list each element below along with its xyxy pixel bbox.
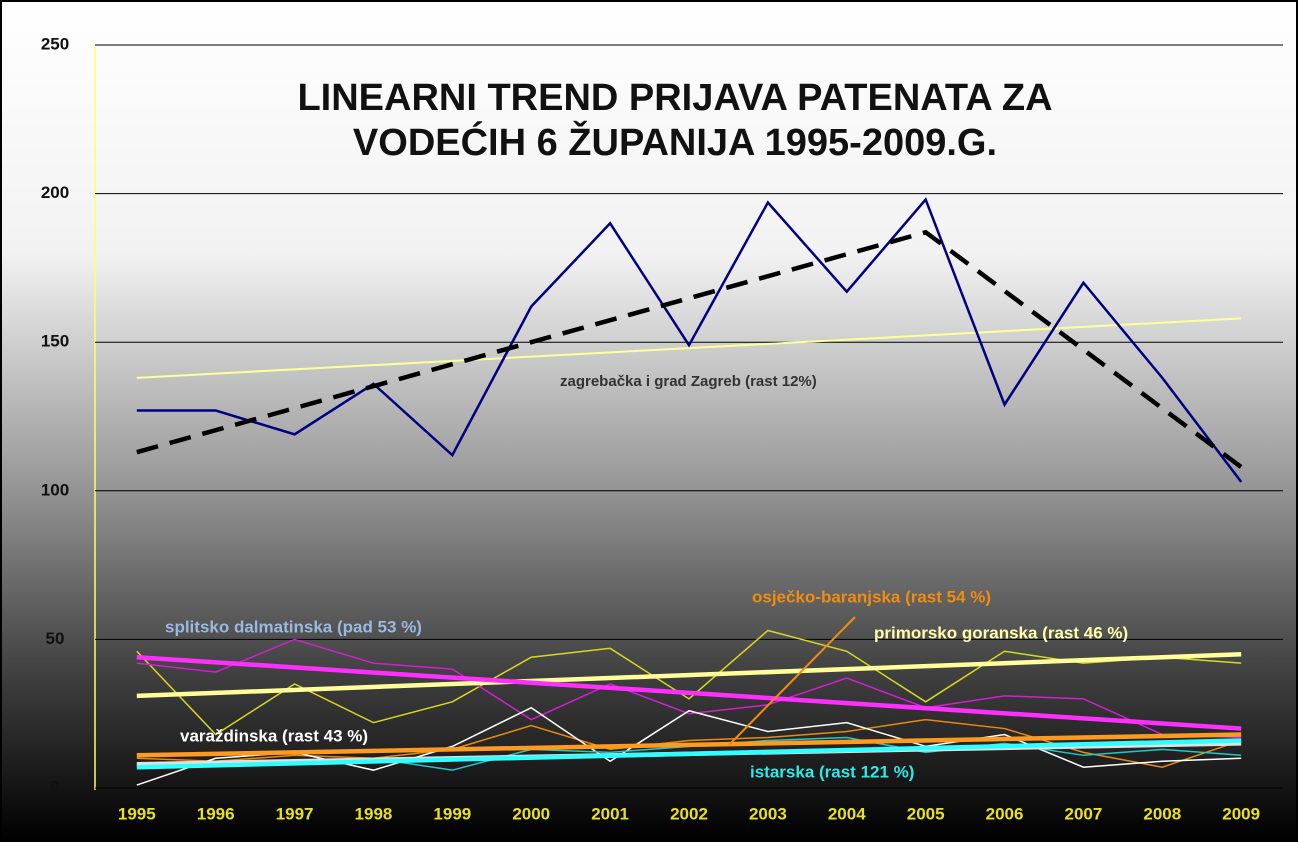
x-tick-label: 1996 [197,804,235,823]
series-line [136,738,1242,770]
x-tick-label: 1997 [276,804,314,823]
x-tick-label: 1995 [118,804,156,823]
annotation: istarska (rast 121 %) [750,762,914,781]
annotation: primorsko goranska (rast 46 %) [874,623,1128,642]
x-tick-label: 2008 [1143,804,1181,823]
leader-line [728,616,856,746]
annotation: splitsko dalmatinska (pad 53 %) [165,617,422,636]
y-tick-label: 250 [41,34,69,53]
series-line [136,654,1242,731]
x-tick-label: 2000 [512,804,550,823]
annotation: zagrebačka i grad Zagreb (rast 12%) [560,373,817,390]
series-line [136,732,1242,758]
y-tick-label: 150 [41,332,69,351]
grid: 0 50 100 150 200 250 1995 1996 1997 1998 1999 2000 2… [41,34,1283,823]
x-tick-label: 1998 [355,804,393,823]
y-tick-label: 200 [41,183,69,202]
x-tick-label: 2003 [749,804,787,823]
series-line [136,317,1242,379]
x-tick-label: 2002 [670,804,708,823]
x-tick-label: 2006 [986,804,1024,823]
y-tick-label: 0 [50,777,59,796]
chart-title: VODEĆIH 6 ŽUPANIJA 1995-2009.G. [353,120,997,164]
series-line [136,652,1242,699]
series-line [136,638,1242,739]
x-tick-label: 2005 [907,804,945,823]
y-tick-label: 100 [41,480,69,499]
x-tick-label: 2001 [591,804,629,823]
x-tick-label: 2009 [1222,804,1260,823]
series-line [136,197,1243,483]
x-tick-label: 2007 [1065,804,1103,823]
x-tick-label: 2004 [828,804,866,823]
x-tick-label: 1999 [433,804,471,823]
annotation: varaždinska (rast 43 %) [180,726,368,745]
annotation: osječko-baranjska (rast 54 %) [752,587,991,606]
chart-title: LINEARNI TREND PRIJAVA PATENATA ZA [297,77,1052,119]
labels: zagrebačka i grad Zagreb (rast 12%) osječ… [165,373,1128,782]
trend-line [136,229,1243,469]
y-tick-label: 50 [46,629,65,648]
lines [136,197,1243,786]
series-line [136,706,1242,786]
